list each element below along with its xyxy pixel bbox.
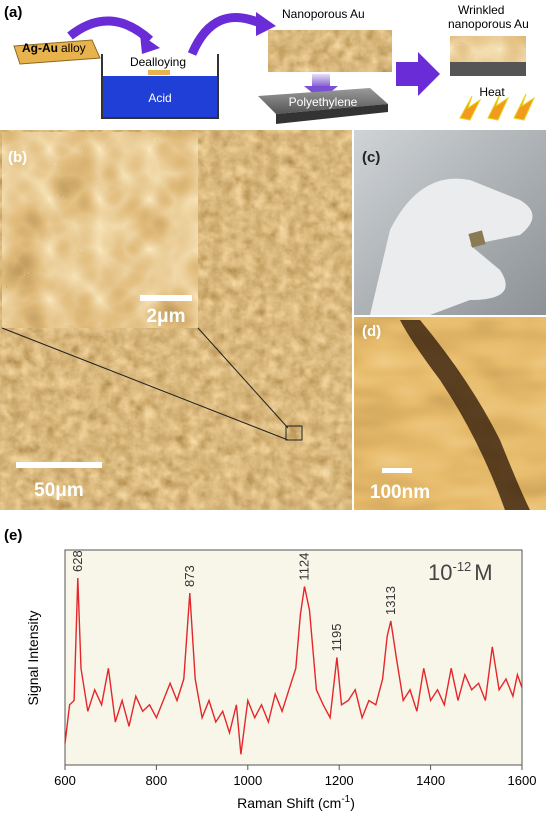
alloy-rest: alloy <box>61 41 86 55</box>
panel-e: (e) Signal Intensity Raman Shift (cm-1) … <box>4 527 536 811</box>
arrow-head <box>256 12 276 36</box>
scale-bar <box>382 468 412 473</box>
pore <box>400 320 530 510</box>
flame <box>513 93 536 121</box>
peak-label: 1124 <box>296 553 311 581</box>
acid-label: Acid <box>148 91 171 105</box>
arrow <box>67 16 154 44</box>
scale-bar <box>16 462 102 468</box>
panel-label: (a) <box>4 4 22 21</box>
nanoporous-label: Nanoporous Au <box>282 7 365 21</box>
beaker <box>101 54 219 119</box>
scale-label: 50μm <box>34 480 84 501</box>
sem-inset <box>1 131 199 329</box>
heat-label: Heat <box>479 85 505 99</box>
alloy-label: Ag-Au alloy <box>22 41 86 55</box>
peak-label: 1195 <box>329 624 344 652</box>
flames <box>459 93 536 121</box>
alloy-slab <box>13 39 101 65</box>
zoom-line <box>1 327 289 441</box>
panel-label: (e) <box>4 527 22 544</box>
wrinkled-label: Wrinkled <box>458 3 504 17</box>
alloy-bold: Ag-Au <box>22 41 58 55</box>
y-axis-label: Signal Intensity <box>25 611 41 706</box>
conc-base: 10 <box>428 560 452 585</box>
x-tick-label: 1600 <box>508 773 537 788</box>
x-label-superscript: -1 <box>341 794 350 805</box>
conc-unit: M <box>474 560 492 585</box>
peak-label: 873 <box>182 565 197 587</box>
x-tick-label: 1000 <box>233 773 262 788</box>
wrinkled-slab <box>450 62 526 76</box>
acid <box>103 76 217 117</box>
arrow <box>187 12 264 56</box>
peak-label: 628 <box>70 550 85 572</box>
wrinkled-film <box>450 36 526 64</box>
wrinkled-label: nanoporous Au <box>448 17 529 31</box>
peak-label: 1313 <box>383 586 398 615</box>
alloy-piece <box>148 70 170 75</box>
nanoporous-film <box>268 30 392 72</box>
arrow <box>312 74 330 88</box>
scale-label: 100nm <box>370 482 430 503</box>
slab-side <box>276 104 388 124</box>
panel-c: (c) <box>354 130 546 315</box>
panel-label: (b) <box>8 149 27 166</box>
arrow-head <box>140 34 160 54</box>
polyethylene-label: Polyethylene <box>289 95 358 109</box>
x-label-text: Raman Shift (cm <box>237 795 341 811</box>
x-tick-label: 1400 <box>416 773 445 788</box>
x-tick-label: 800 <box>146 773 168 788</box>
flame <box>459 95 482 121</box>
panel-a: (a) Ag-Au alloy Dealloying Acid Nanoporou… <box>4 3 536 124</box>
panel-d: (d) 100nm <box>354 317 546 510</box>
zoom-line <box>197 327 289 429</box>
scale-bar <box>140 295 192 301</box>
scale-label: 2μm <box>146 306 185 327</box>
x-tick-label: 1200 <box>325 773 354 788</box>
plot-area <box>64 549 523 766</box>
x-tick-label: 600 <box>54 773 76 788</box>
sample <box>468 230 486 248</box>
x-label-suffix: ) <box>350 795 355 811</box>
zoom-box <box>285 425 303 441</box>
arrow <box>396 52 440 96</box>
spectrum <box>64 577 523 755</box>
concentration: 10-12 M <box>428 559 493 585</box>
panel-label: (d) <box>362 323 381 340</box>
glove <box>370 178 533 315</box>
panel-label: (c) <box>362 149 380 166</box>
conc-exponent: -12 <box>452 559 471 574</box>
polyethylene-slab <box>258 88 388 114</box>
panel-b: (b) 2μm 50μm <box>0 130 352 510</box>
x-axis-label: Raman Shift (cm-1) <box>237 794 355 811</box>
flame <box>487 93 510 121</box>
dealloying-label: Dealloying <box>130 55 186 69</box>
